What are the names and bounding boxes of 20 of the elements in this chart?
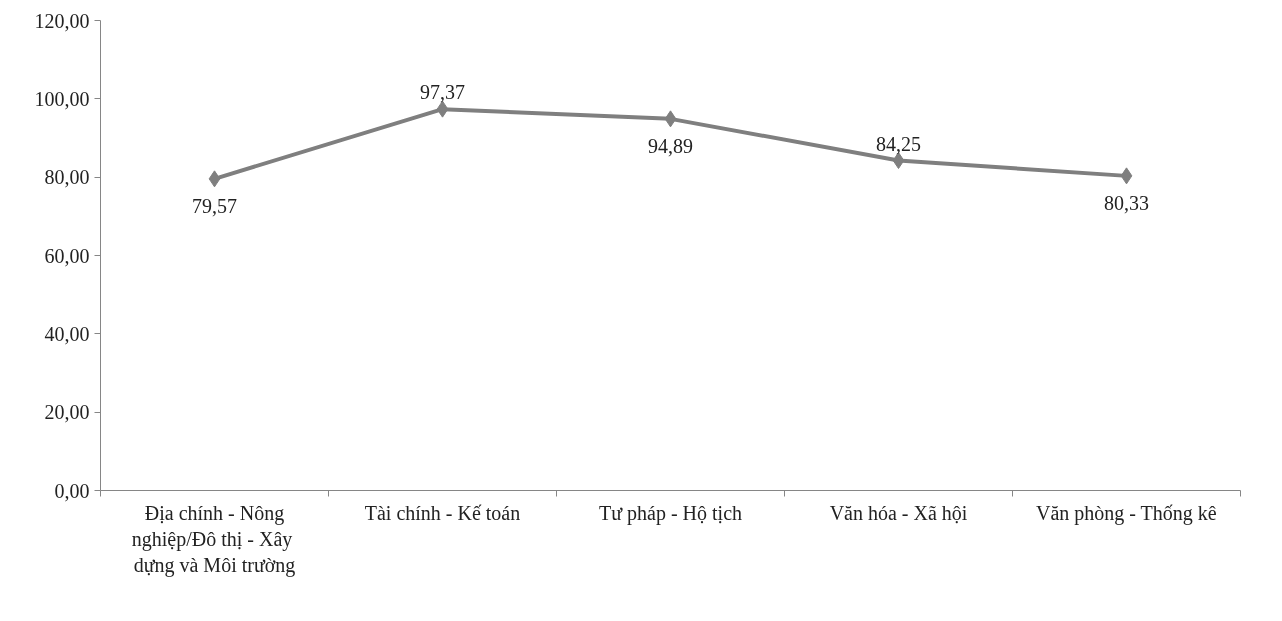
x-tick-label: Địa chính - Nông nghiệp/Đô thị - Xây dựng và Môi trường xyxy=(131,501,296,578)
point xyxy=(1120,167,1133,185)
data-label: 80,33 xyxy=(1104,191,1149,214)
data-label: 79,57 xyxy=(192,194,237,217)
data-label: 84,25 xyxy=(876,132,921,155)
y-tick-label: 20,00 xyxy=(44,401,90,424)
x-tick-label: Tài chính - Kế toán xyxy=(364,501,521,524)
x-tick-label: Tư pháp - Hộ tịch xyxy=(598,501,743,525)
y-tick-label: 120,00 xyxy=(34,9,90,32)
y-tick-label: 40,00 xyxy=(44,322,90,345)
y-tick-label: 60,00 xyxy=(44,244,90,267)
point xyxy=(664,110,677,128)
y-tick-label: 100,00 xyxy=(34,87,90,110)
x-tick-label: Văn phòng - Thống kê xyxy=(1035,501,1217,525)
data-label: 94,89 xyxy=(648,134,693,157)
y-tick-label: 80,00 xyxy=(44,166,90,189)
point xyxy=(208,170,221,188)
x-tick-label: Văn hóa - Xã hội xyxy=(829,501,968,524)
y-tick-label: 0,00 xyxy=(54,479,90,502)
data-label: 97,37 xyxy=(420,81,465,104)
